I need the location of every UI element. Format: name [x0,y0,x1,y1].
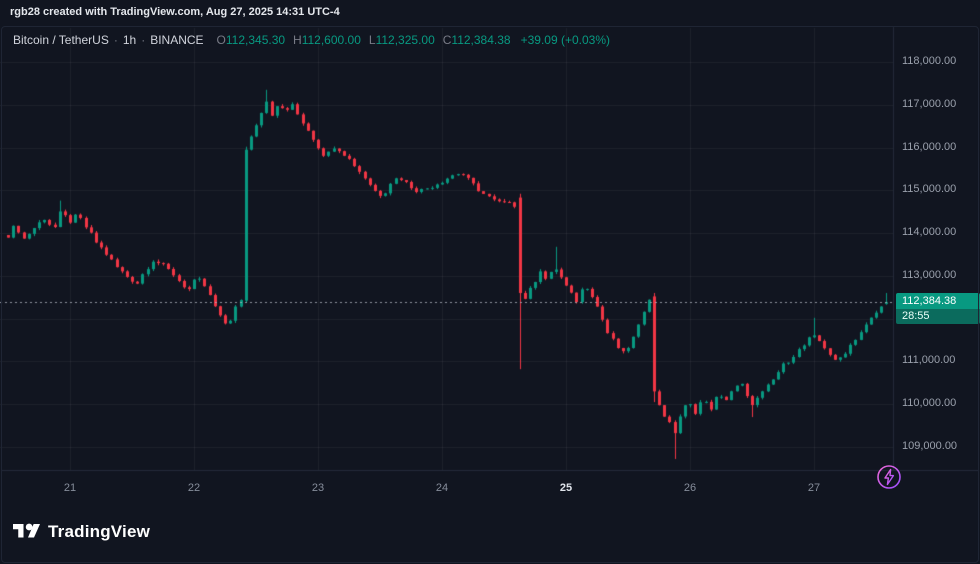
price-tick-label: 113,000.00 [902,268,957,281]
price-tick-label: 116,000.00 [902,140,957,153]
time-tick-label: 22 [187,482,201,494]
close-readout: C 112,384.38 [442,33,511,47]
time-tick-label: 25 [559,482,573,494]
watermark-text: rgb28 created with TradingView.com, Aug … [10,6,340,18]
price-tick-label: 114,000.00 [902,226,957,239]
low-readout: L 112,325.00 [368,33,435,47]
price-tick-label: 115,000.00 [902,183,957,196]
price-tick-label: 111,000.00 [902,354,956,367]
tradingview-logo-text: TradingView [48,521,151,541]
symbol-header: Bitcoin / TetherUS · 1h · BINANCE O 112,3… [13,33,610,47]
price-tick-label: 109,000.00 [902,440,958,452]
header-separator: · [141,33,146,47]
ohlc-readout: O 112,345.30 H 112,600.00 L 112,325.00 C 112… [217,33,610,47]
price-tick-label: 110,000.00 [902,397,957,410]
time-tick-label: 23 [311,482,325,494]
tradingview-attribution[interactable]: TradingView [13,521,150,542]
bar-countdown: 28:55 [896,309,980,325]
header-separator: · [113,33,118,47]
time-tick-label: 27 [807,482,821,494]
change-readout: +39.09 (+0.03%) [520,33,610,47]
time-tick-label: 26 [683,482,697,494]
time-tick-label: 21 [63,482,77,494]
flash-boost-icon[interactable] [876,464,902,490]
interval-label[interactable]: 1h [122,33,137,47]
symbol-title[interactable]: Bitcoin / TetherUS [13,33,109,47]
time-tick-label: 24 [435,482,449,494]
high-readout: H 112,600.00 [293,33,361,47]
price-tick-label: 117,000.00 [902,97,957,110]
open-readout: O 112,345.30 [216,33,286,47]
exchange-label: BINANCE [150,33,204,47]
tradingview-logo-icon [13,523,40,538]
price-tick-label: 118,000.00 [902,55,957,67]
last-price-badge: 112,384.38 28:55 [896,293,980,325]
last-price-label: 112,384.38 [896,293,980,310]
